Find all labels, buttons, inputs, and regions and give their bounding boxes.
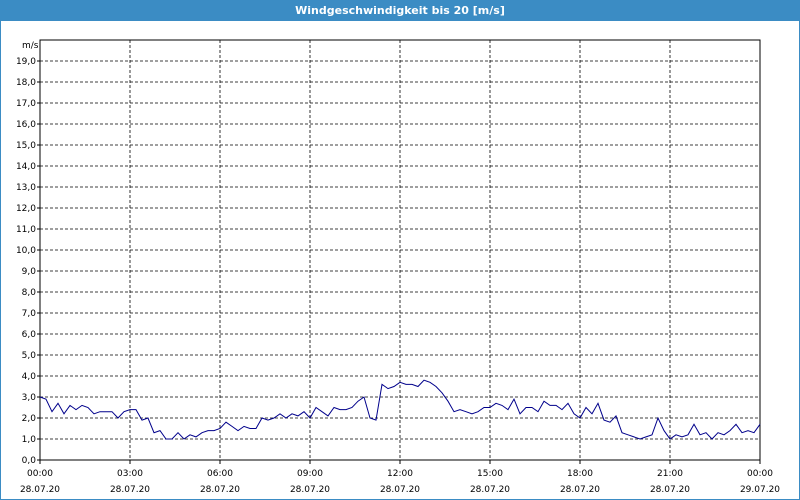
x-tick-date: 28.07.20 — [560, 485, 600, 495]
x-axis: 00:00 28.07.20 03:00 28.07.20 06:00 28.07.20 0… — [20, 460, 780, 495]
x-tick-time: 09:00 — [297, 469, 323, 479]
y-tick-label: 0,0 — [22, 456, 37, 466]
y-tick-label: 16,0 — [16, 120, 36, 130]
y-axis-label: m/s — [22, 41, 39, 51]
wind-speed-series-line — [39, 379, 761, 440]
x-tick-time: 15:00 — [477, 469, 503, 479]
y-tick-label: 6,0 — [22, 330, 37, 340]
x-tick-date: 28.07.20 — [290, 485, 330, 495]
series-layer — [39, 379, 761, 440]
x-tick-date: 28.07.20 — [200, 485, 240, 495]
x-tick-date: 28.07.20 — [380, 485, 420, 495]
window-title: Windgeschwindigkeit bis 20 [m/s] — [1, 1, 799, 21]
x-tick-time: 18:00 — [567, 469, 593, 479]
x-tick-date: 28.07.20 — [110, 485, 150, 495]
y-tick-label: 19,0 — [16, 57, 36, 67]
y-tick-label: 12,0 — [16, 204, 36, 214]
y-tick-label: 2,0 — [22, 414, 37, 424]
y-axis: 0,0 1,0 2,0 3,0 4,0 5,0 6,0 7,0 8,0 9,0 10,0 11,0 12… — [16, 57, 40, 466]
x-tick-time: 00:00 — [27, 469, 53, 479]
x-tick-time: 12:00 — [387, 469, 413, 479]
y-tick-label: 3,0 — [22, 393, 37, 403]
y-tick-label: 1,0 — [22, 435, 37, 445]
x-tick-date: 28.07.20 — [470, 485, 510, 495]
x-tick-date: 28.07.20 — [650, 485, 690, 495]
x-tick-time: 00:00 — [747, 469, 773, 479]
y-tick-label: 14,0 — [16, 162, 36, 172]
grid-lines — [40, 40, 760, 460]
x-tick-time: 03:00 — [117, 469, 143, 479]
y-tick-label: 15,0 — [16, 141, 36, 151]
y-tick-label: 9,0 — [22, 267, 37, 277]
x-tick-date: 29.07.20 — [740, 485, 780, 495]
y-tick-label: 8,0 — [22, 288, 37, 298]
y-tick-label: 17,0 — [16, 99, 36, 109]
x-tick-date: 28.07.20 — [20, 485, 60, 495]
y-tick-label: 13,0 — [16, 183, 36, 193]
y-tick-label: 18,0 — [16, 78, 36, 88]
y-tick-label: 11,0 — [16, 225, 36, 235]
y-tick-label: 10,0 — [16, 246, 36, 256]
y-tick-label: 7,0 — [22, 309, 37, 319]
x-tick-time: 21:00 — [657, 469, 683, 479]
y-tick-label: 4,0 — [22, 372, 37, 382]
x-tick-time: 06:00 — [207, 469, 233, 479]
y-tick-label: 5,0 — [22, 351, 37, 361]
